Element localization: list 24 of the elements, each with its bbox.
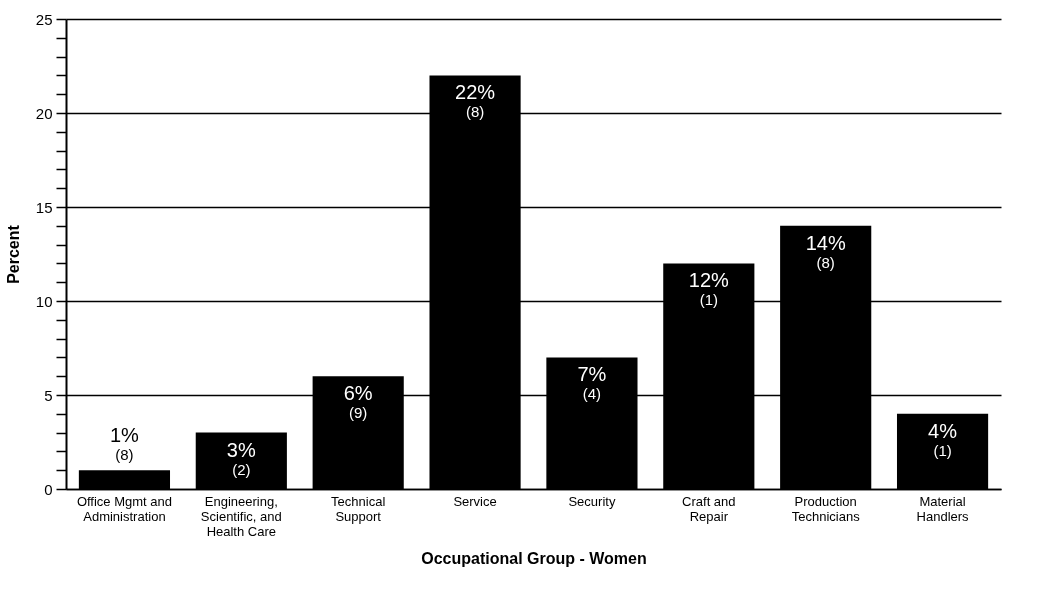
x-tick-label: Security	[568, 493, 616, 509]
x-tick-label: Material Handlers	[916, 493, 970, 524]
x-axis-title: Occupational Group - Women	[421, 549, 647, 567]
text: 7% (4)	[577, 363, 607, 403]
text: 6% (9)	[343, 382, 373, 422]
text: 14% (8)	[805, 231, 846, 271]
y-tick-label: 5	[44, 386, 53, 404]
x-tick-label: Production Technicians	[791, 493, 861, 524]
y-tick-label: 10	[35, 292, 53, 310]
y-tick-label: 0	[44, 480, 53, 498]
x-tick-label: Office Mgmt and Administration	[76, 493, 173, 524]
y-tick-label: 15	[35, 198, 53, 216]
y-axis-title: Percent	[4, 224, 22, 284]
text: 3% (2)	[226, 438, 256, 478]
text: 4% (1)	[928, 419, 958, 459]
y-tick-label: 20	[35, 104, 53, 122]
x-tick-label: Craft and Repair	[682, 493, 736, 524]
data-label: 1% (8)	[109, 424, 140, 464]
x-tick-label: Engineering, Scientific, and Health Care	[200, 493, 282, 539]
x-tick-label: Technical Support	[331, 493, 386, 524]
y-tick-label: 25	[35, 10, 53, 28]
text: 22% (8)	[455, 81, 496, 121]
x-tick-label: Service	[453, 493, 497, 509]
text: 12% (1)	[688, 269, 729, 309]
